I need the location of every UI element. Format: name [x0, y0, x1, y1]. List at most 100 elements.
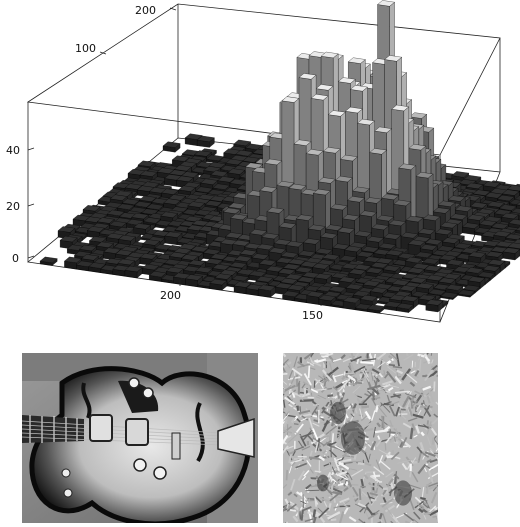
- bar-top: [405, 215, 424, 223]
- texture-stroke: [316, 404, 319, 410]
- bar-top: [141, 208, 159, 215]
- texture-stroke: [385, 451, 391, 458]
- bar-top: [297, 250, 316, 257]
- texture-stroke: [312, 509, 317, 518]
- texture-stroke: [341, 501, 351, 510]
- texture-stroke: [371, 391, 376, 401]
- bar-top: [472, 189, 491, 196]
- texture-stroke: [384, 371, 390, 379]
- texture-stroke: [397, 459, 411, 464]
- texture-stroke: [333, 373, 344, 378]
- texture-stroke: [339, 458, 352, 463]
- texture-stroke: [305, 483, 312, 490]
- bar-top: [88, 262, 107, 269]
- texture-stroke: [404, 392, 417, 398]
- texture-stroke: [339, 497, 350, 504]
- bar-top: [493, 230, 512, 238]
- texture-stroke: [327, 511, 341, 520]
- bar-top: [295, 266, 313, 274]
- bar-top: [234, 255, 253, 262]
- texture-stroke: [372, 353, 376, 367]
- bar-top: [350, 85, 368, 92]
- texture-stroke: [350, 356, 362, 362]
- texture-stroke: [371, 410, 376, 421]
- bar-top: [180, 254, 199, 261]
- texture-stroke: [360, 415, 367, 422]
- texture-stroke: [353, 365, 366, 373]
- texture-stroke: [328, 459, 335, 472]
- bar-top: [374, 126, 393, 133]
- bar-top: [391, 104, 410, 112]
- texture-stroke: [317, 507, 324, 514]
- bar-top: [501, 212, 519, 220]
- texture-stroke: [359, 408, 363, 420]
- bar-top: [293, 139, 312, 146]
- texture-stroke: [314, 470, 322, 473]
- bar-top: [204, 200, 223, 207]
- bar-top: [139, 170, 158, 177]
- z-axis: 0 20 40: [6, 144, 35, 265]
- texture-stroke: [290, 404, 297, 410]
- bar-top: [194, 150, 212, 157]
- texture-stroke: [429, 447, 434, 452]
- bar-top: [432, 207, 451, 214]
- texture-stroke: [287, 491, 293, 496]
- texture-stroke: [283, 393, 285, 397]
- texture-stroke: [316, 438, 321, 451]
- texture-stroke: [432, 515, 437, 518]
- bar-top: [288, 183, 307, 191]
- bar-top: [276, 181, 295, 188]
- bar-top: [266, 207, 285, 214]
- texture-stroke: [435, 442, 438, 450]
- bar-top: [249, 229, 268, 236]
- bar-top: [124, 183, 143, 190]
- texture-stroke: [378, 512, 383, 520]
- bar-top: [342, 214, 360, 221]
- texture-stroke: [283, 413, 290, 422]
- texture-stroke: [293, 493, 298, 498]
- texture-stroke: [436, 511, 438, 523]
- texture-stroke: [302, 475, 307, 481]
- bar-top: [318, 294, 337, 302]
- texture-stroke: [341, 398, 349, 404]
- texture-stroke: [366, 492, 373, 505]
- bar-top: [124, 265, 143, 273]
- texture-stroke: [390, 451, 400, 461]
- texture-stroke: [394, 390, 409, 394]
- texture-stroke: [370, 498, 377, 502]
- bar-top: [258, 259, 277, 266]
- texture-stroke: [330, 474, 341, 485]
- bar-top: [146, 203, 164, 210]
- bar-top: [281, 96, 300, 103]
- texture-stroke: [328, 441, 337, 447]
- texture-stroke: [362, 370, 370, 382]
- texture-stroke: [322, 464, 336, 471]
- texture-stroke: [377, 435, 381, 440]
- bar-top: [79, 244, 97, 252]
- bar-top: [320, 51, 339, 59]
- texture-stroke: [433, 413, 438, 418]
- texture-stroke: [386, 424, 394, 427]
- texture-stroke: [400, 438, 412, 448]
- texture-stroke: [368, 453, 371, 460]
- texture-stroke: [320, 383, 324, 389]
- texture-stroke: [358, 488, 362, 500]
- bar-top: [195, 266, 213, 273]
- texture-stroke: [428, 484, 437, 490]
- texture-stroke: [361, 491, 368, 498]
- bar-top: [418, 294, 437, 301]
- texture-stroke: [353, 394, 358, 398]
- texture-stroke: [383, 402, 394, 407]
- texture-stroke: [369, 475, 382, 484]
- texture-stroke: [332, 358, 342, 362]
- texture-stroke: [300, 417, 307, 422]
- texture-stroke: [300, 510, 304, 521]
- texture-stroke: [406, 373, 418, 384]
- bar-top: [409, 277, 427, 284]
- texture-stroke: [421, 452, 430, 458]
- texture-stroke: [284, 384, 296, 392]
- bar-top: [439, 222, 458, 229]
- bar-top: [414, 251, 433, 258]
- bar-top: [115, 249, 134, 256]
- texture-stroke: [290, 375, 296, 385]
